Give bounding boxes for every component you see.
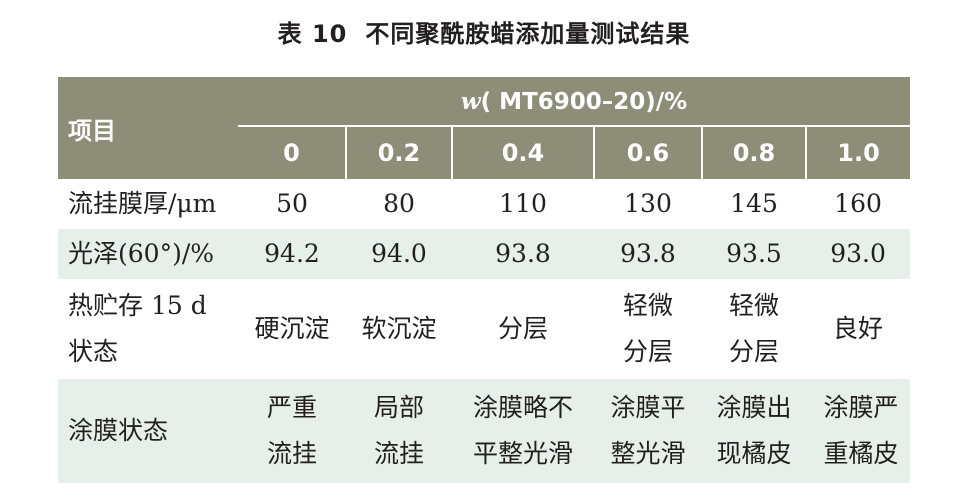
cell-text: 硬沉淀	[254, 314, 330, 343]
table-cell: 160	[834, 189, 882, 218]
table-cell: 涂膜严 重橘皮	[806, 379, 911, 483]
level-header: 0.2	[345, 126, 452, 179]
group-variable: w	[460, 87, 481, 115]
table-cell: 145	[730, 189, 778, 218]
cell-text: 涂膜略不 平整光滑	[472, 393, 573, 468]
table-row: 热贮存 15 d 状态 硬沉淀 软沉淀 分层 轻微 分层 轻微 分层 良好	[58, 279, 910, 379]
results-table: 项目 w( MT6900–20)/% 0 0.2 0.4 0.6 0.8 1.0…	[58, 77, 911, 483]
table-row: 光泽(60°)/% 94.2 94.0 93.8 93.8 93.5 93.0	[58, 229, 911, 279]
table-cell: 93.5	[702, 229, 806, 279]
table-cell: 涂膜略不 平整光滑	[452, 379, 594, 483]
group-header: w( MT6900–20)/%	[238, 77, 911, 127]
row-label: 涂膜状态	[58, 379, 238, 483]
table-cell: 94.0	[346, 229, 452, 279]
table-cell: 50	[276, 189, 308, 218]
level-header: 0.4	[451, 126, 594, 179]
table-cell: 94.2	[238, 229, 346, 279]
row-label: 流挂膜厚/μm	[68, 189, 217, 218]
table-row: 流挂膜厚/μm 50 80 110 130 145 160	[58, 179, 910, 229]
table-number: 表 10	[277, 20, 348, 48]
row-label: 热贮存 15 d 状态	[58, 279, 238, 379]
row-label-text: 热贮存 15 d 状态	[68, 291, 207, 366]
table-cell: 93.8	[594, 229, 702, 279]
table-cell: 93.8	[452, 229, 594, 279]
cell-text: 严重 流挂	[266, 393, 317, 468]
cell-text: 局部 流挂	[373, 393, 424, 468]
table-row: 涂膜状态 严重 流挂 局部 流挂 涂膜略不 平整光滑 涂膜平 整光滑 涂膜出 现…	[58, 379, 911, 483]
cell-text: 软沉淀	[361, 314, 437, 343]
table-cell: 轻微 分层	[594, 279, 702, 379]
table-cell: 93.0	[806, 229, 911, 279]
table-cell: 110	[499, 189, 547, 218]
cell-text: 良好	[833, 314, 884, 343]
table-caption: 表 10 不同聚酰胺蜡添加量测试结果	[0, 14, 968, 49]
table-cell: 硬沉淀	[238, 279, 346, 379]
table-cell: 分层	[452, 279, 594, 379]
cell-text: 轻微 分层	[622, 291, 673, 366]
table-cell: 良好	[806, 279, 910, 379]
cell-text: 分层	[497, 314, 548, 343]
table-cell: 涂膜出 现橘皮	[702, 379, 806, 483]
cell-text: 涂膜出 现橘皮	[716, 393, 792, 468]
table-cell: 130	[624, 189, 672, 218]
table-cell: 局部 流挂	[346, 379, 452, 483]
item-header: 项目	[58, 77, 238, 179]
table-cell: 轻微 分层	[702, 279, 806, 379]
row-label: 光泽(60°)/%	[58, 229, 238, 279]
cell-text: 涂膜严 重橘皮	[823, 393, 899, 468]
table-cell: 涂膜平 整光滑	[594, 379, 702, 483]
table-title: 不同聚酰胺蜡添加量测试结果	[365, 20, 691, 48]
group-label: ( MT6900–20)/%	[480, 88, 688, 115]
level-header: 0.6	[593, 126, 702, 179]
cell-text: 轻微 分层	[728, 291, 779, 366]
table-cell: 软沉淀	[346, 279, 452, 379]
level-header: 0.8	[701, 126, 806, 179]
cell-text: 涂膜平 整光滑	[610, 393, 686, 468]
table-cell: 严重 流挂	[238, 379, 346, 483]
level-header: 0	[238, 126, 346, 179]
table-cell: 80	[383, 189, 415, 218]
level-header: 1.0	[804, 126, 911, 179]
